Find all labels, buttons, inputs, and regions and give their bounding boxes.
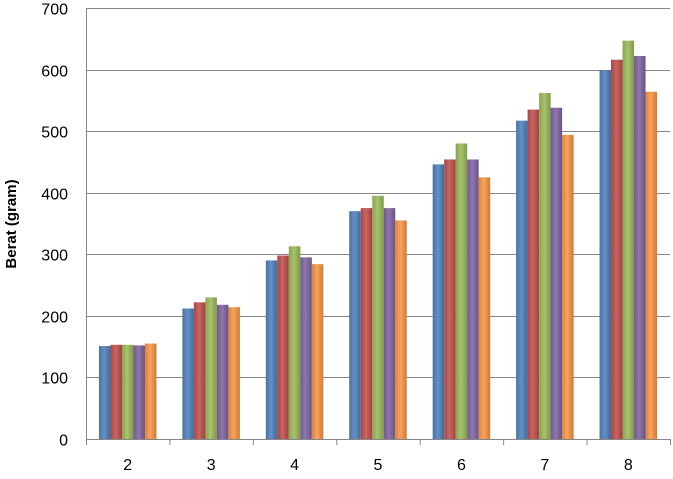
bar: [527, 109, 540, 439]
y-axis-title: Berat (gram): [3, 179, 20, 268]
x-tick-label: 8: [624, 457, 633, 474]
bar: [645, 91, 658, 439]
bar: [432, 164, 445, 440]
x-tick-label: 4: [290, 457, 299, 474]
bar: [110, 344, 122, 439]
y-tick-label: 600: [41, 64, 68, 81]
bar: [372, 195, 384, 439]
bar: [228, 307, 240, 439]
bar: [300, 257, 312, 439]
bar: [288, 246, 301, 439]
bar: [265, 260, 278, 439]
bar: [444, 159, 456, 440]
y-tick-label: 0: [59, 433, 68, 450]
y-tick-label: 200: [41, 310, 68, 327]
y-tick-label: 700: [41, 2, 68, 19]
x-tick-label: 2: [123, 457, 132, 474]
x-tick-label: 7: [540, 457, 549, 474]
bar: [216, 304, 229, 439]
bar: [478, 177, 491, 440]
bar: [360, 208, 373, 439]
y-tick-label: 100: [41, 371, 68, 388]
bar: [121, 344, 134, 439]
bar: [277, 255, 289, 439]
bar: [467, 159, 479, 440]
bar: [205, 297, 217, 439]
bar: [599, 70, 612, 440]
bar: [562, 134, 574, 439]
bars: [98, 40, 658, 440]
bar: [133, 345, 145, 439]
x-tick-labels: 2 3 4 5 6 7 8: [123, 457, 633, 474]
y-tick-label: 500: [41, 125, 68, 142]
bar: [193, 302, 206, 439]
x-tick-label: 5: [374, 457, 383, 474]
bar: [98, 346, 111, 439]
bar: [182, 308, 194, 439]
bar: [349, 211, 361, 439]
bar: [516, 120, 528, 439]
y-tick-label: 300: [41, 248, 68, 265]
bar: [383, 208, 396, 439]
bar: [455, 143, 468, 439]
bar: [611, 59, 623, 439]
bar: [311, 264, 324, 439]
bar: [622, 40, 635, 439]
bar: [539, 92, 551, 440]
x-tick-label: 3: [207, 457, 216, 474]
bar: [144, 343, 157, 439]
y-tick-label: 400: [41, 187, 68, 204]
y-tick-labels: 0 100 200 300 400 500 600 700: [41, 2, 68, 450]
axes: [86, 8, 671, 445]
bar: [395, 220, 407, 439]
x-tick-label: 6: [457, 457, 466, 474]
bar: [550, 107, 563, 439]
bar: [634, 56, 646, 439]
